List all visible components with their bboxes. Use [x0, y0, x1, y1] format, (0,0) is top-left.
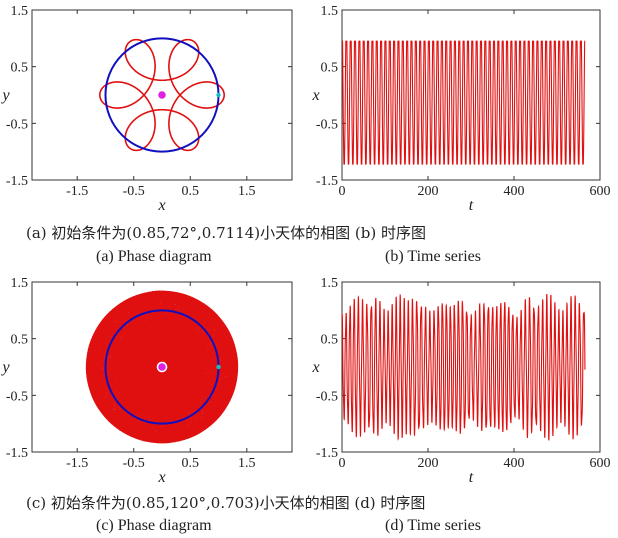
x-tick-label: 600 — [590, 456, 611, 471]
x-axis-label: x — [157, 197, 165, 214]
y-tick-label: 1.5 — [11, 276, 29, 291]
y-axis-label: x — [311, 87, 319, 104]
y-tick-label: -1.5 — [316, 174, 338, 189]
primary-body — [156, 361, 168, 373]
y-tick-label: 1.5 — [321, 276, 339, 291]
y-tick-label: -1.5 — [6, 174, 28, 189]
x-axis-label: x — [157, 469, 165, 486]
plot-frame — [31, 281, 293, 453]
x-tick-label: 400 — [504, 184, 525, 199]
time-series-b-plot: 0 200 400 600 1.5 0.5 -0.5 -1.5 t x — [311, 4, 611, 214]
time-series-d-plot: 0 200 400 600 1.5 0.5 -0.5 -1.5 t x — [311, 276, 611, 486]
x-tick-label: 200 — [418, 456, 439, 471]
time-series-d: 0 200 400 600 1.5 0.5 -0.5 -1.5 t x — [308, 272, 618, 487]
plot-frame — [341, 9, 601, 181]
secondary-body — [216, 92, 221, 98]
y-tick-label: 0.5 — [11, 333, 29, 348]
time-series-b: 0 200 400 600 1.5 0.5 -0.5 -1.5 t x — [308, 0, 618, 215]
y-tick-label: -1.5 — [316, 446, 338, 461]
x-time-series-line — [341, 40, 586, 165]
y-axis-label: x — [311, 359, 319, 376]
phase-diagram-c: -1.5 -0.5 0.5 1.5 1.5 0.5 -0.5 -1.5 x y — [0, 272, 310, 487]
y-tick-label: 0.5 — [11, 61, 29, 76]
x-axis-label: t — [469, 469, 474, 486]
caption-b-en: (b) Time series — [385, 248, 481, 265]
caption-row2-cn: (c) 初始条件为(0.85,120°,0.703)小天体的相图 (d) 时序图 — [26, 494, 426, 512]
y-tick-label: -0.5 — [316, 117, 338, 132]
caption-a-en: (a) Phase diagram — [96, 248, 212, 265]
y-tick-label: 0.5 — [321, 61, 339, 76]
y-tick-label: -0.5 — [6, 117, 28, 132]
y-axis-label: y — [0, 359, 10, 376]
x-tick-label: -1.5 — [66, 456, 88, 471]
x-tick-label: -1.5 — [66, 184, 88, 199]
x-tick-label: 600 — [590, 184, 611, 199]
x-axis-label: t — [469, 197, 474, 214]
phase-diagram-c-plot: -1.5 -0.5 0.5 1.5 1.5 0.5 -0.5 -1.5 x y — [0, 276, 293, 486]
orbit-trajectory — [85, 290, 239, 444]
x-tick-label: 0 — [339, 456, 346, 471]
y-tick-label: -1.5 — [6, 446, 28, 461]
secondary-body — [216, 364, 221, 370]
caption-row1-cn: (a) 初始条件为(0.85,72°,0.7114)小天体的相图 (b) 时序图 — [26, 224, 426, 242]
plot-frame — [341, 281, 601, 453]
x-tick-label: 0.5 — [182, 184, 200, 199]
x-tick-label: 1.5 — [238, 184, 256, 199]
orbit-trajectory — [99, 38, 225, 152]
primary-body — [156, 89, 168, 101]
caption-c-en: (c) Phase diagram — [96, 517, 212, 534]
caption-d-en: (d) Time series — [385, 517, 481, 534]
y-tick-label: 1.5 — [321, 4, 339, 19]
x-tick-label: -0.5 — [123, 184, 145, 199]
x-tick-label: 400 — [504, 456, 525, 471]
x-tick-label: 1.5 — [238, 456, 256, 471]
x-tick-label: 0 — [339, 184, 346, 199]
y-axis-label: y — [0, 87, 10, 104]
y-tick-label: -0.5 — [6, 389, 28, 404]
phase-diagram-a-plot: -1.5 -0.5 0.5 1.5 1.5 0.5 -0.5 -1.5 x y — [0, 4, 293, 214]
x-tick-label: 0.5 — [182, 456, 200, 471]
x-tick-label: -0.5 — [123, 456, 145, 471]
x-tick-label: 200 — [418, 184, 439, 199]
y-tick-label: 1.5 — [11, 4, 29, 19]
y-tick-label: 0.5 — [321, 333, 339, 348]
y-tick-label: -0.5 — [316, 389, 338, 404]
plot-frame — [31, 9, 293, 181]
x-time-series-line — [341, 293, 586, 441]
phase-diagram-a: -1.5 -0.5 0.5 1.5 1.5 0.5 -0.5 -1.5 x y — [0, 0, 310, 215]
